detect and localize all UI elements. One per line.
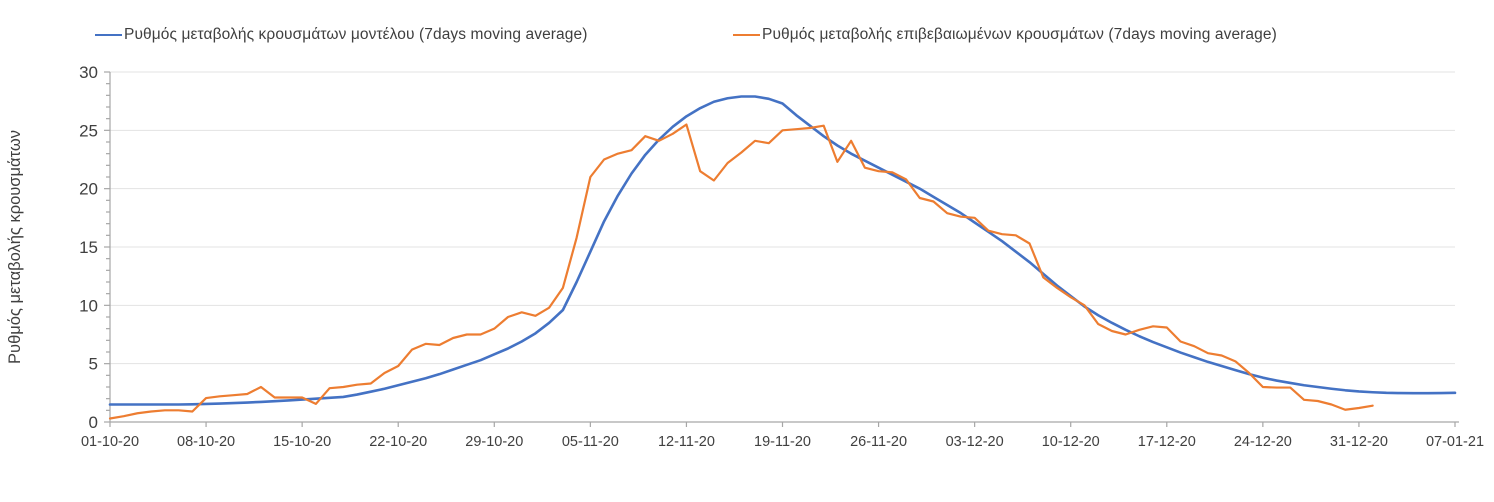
svg-text:24-12-20: 24-12-20 [1234,434,1292,450]
legend-line-confirmed-icon [733,34,760,36]
svg-text:30: 30 [79,63,98,82]
svg-text:10-12-20: 10-12-20 [1042,434,1100,450]
svg-text:20: 20 [79,180,98,199]
svg-text:0: 0 [89,413,98,432]
series-confirmed-line [108,123,1374,420]
legend-item-confirmed: Ρυθμός μεταβολής επιβεβαιωμένων κρουσμάτ… [733,26,1277,44]
svg-text:29-10-20: 29-10-20 [465,434,523,450]
svg-text:17-12-20: 17-12-20 [1138,434,1196,450]
legend-line-model-icon [95,34,122,36]
y-axis-title: Ρυθμός μεταβολής κρουσμάτων [6,130,24,364]
svg-text:5: 5 [89,355,98,374]
svg-text:31-12-20: 31-12-20 [1330,434,1388,450]
legend-label-confirmed: Ρυθμός μεταβολής επιβεβαιωμένων κρουσμάτ… [762,26,1277,43]
axes [104,71,1459,427]
svg-text:15: 15 [79,238,98,257]
svg-text:12-11-20: 12-11-20 [658,434,715,450]
svg-text:10: 10 [79,296,98,315]
svg-text:03-12-20: 03-12-20 [946,434,1004,450]
svg-text:19-11-20: 19-11-20 [754,434,811,450]
svg-text:07-01-21: 07-01-21 [1426,434,1484,450]
svg-text:05-11-20: 05-11-20 [562,434,619,450]
series-model-line [108,95,1457,406]
svg-text:25: 25 [79,121,98,140]
legend-item-model: Ρυθμός μεταβολής κρουσμάτων μοντέλου (7d… [95,26,587,44]
svg-text:15-10-20: 15-10-20 [273,434,331,450]
svg-text:26-11-20: 26-11-20 [850,434,907,450]
svg-text:22-10-20: 22-10-20 [369,434,427,450]
y-axis-tick-labels: 0 5 10 15 20 25 30 [79,63,98,432]
gridlines [110,71,1455,365]
svg-text:01-10-20: 01-10-20 [81,434,139,450]
svg-text:08-10-20: 08-10-20 [177,434,235,450]
x-axis-tick-labels: 01-10-20 08-10-20 15-10-20 22-10-20 29-10-20… [81,434,1484,450]
legend-label-model: Ρυθμός μεταβολής κρουσμάτων μοντέλου (7d… [124,26,588,43]
